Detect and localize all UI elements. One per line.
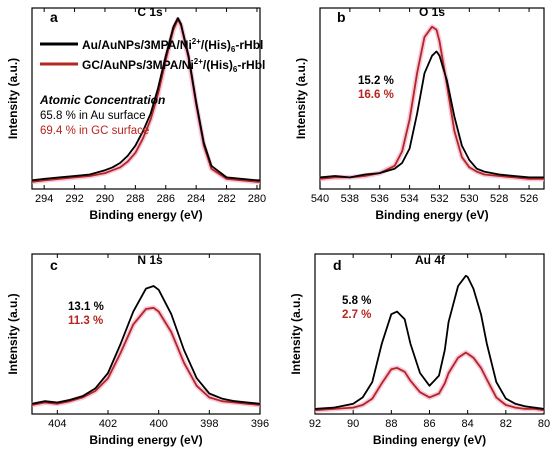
- series-line-au: [31, 17, 260, 182]
- x-tick-label: 292: [65, 193, 83, 205]
- y-axis-label: Intensity (a.u.): [6, 293, 20, 374]
- legend: Au/AuNPs/3MPA/Ni2+/(His)6-rHbl GC/AuNPs/…: [40, 37, 265, 74]
- plot-frame: [31, 253, 261, 415]
- annotation-heading: Atomic Concentration: [39, 93, 165, 107]
- x-tick-label: 282: [217, 193, 235, 205]
- y-axis-label: Intensity (a.u.): [294, 58, 308, 139]
- x-tick-label: 534: [400, 193, 418, 205]
- plot-frame: [314, 253, 545, 415]
- panel-b: b O 1s 540 538 536 534 532 530 528 526 Binding ene…: [294, 5, 545, 222]
- panel-letter: c: [50, 257, 58, 273]
- percent-label-au: 15.2 %: [358, 75, 394, 87]
- panel-c: c N 1s 404 402 400 398 396 Binding energy (eV) I…: [6, 253, 269, 447]
- percent-label-gc: 16.6 %: [358, 89, 394, 101]
- annotation-au: 65.8 % in Au surface: [40, 110, 145, 122]
- panel-a: a C 1s 294 292 290 288 286 284 282 280 Binding ene…: [6, 5, 266, 222]
- legend-label-au: Au/AuNPs/3MPA/Ni2+/(His)6-rHbl: [82, 37, 263, 54]
- series-line-au: [31, 285, 261, 405]
- panel-title: O 1s: [419, 5, 445, 19]
- percent-label-gc: 2.7 %: [342, 309, 371, 321]
- series-glow-gc: [31, 305, 261, 408]
- x-tick-label: 280: [248, 193, 266, 205]
- y-axis-label: Intensity (a.u.): [289, 293, 303, 374]
- panel-letter: b: [337, 9, 346, 25]
- series-glow-gc: [319, 24, 544, 182]
- legend-label-gc: GC/AuNPs/3MPA/Ni2+/(His)6-rHbl: [82, 57, 265, 74]
- x-tick-label: 528: [490, 193, 508, 205]
- x-tick-label: 90: [347, 418, 359, 430]
- percent-label-au: 13.1 %: [68, 301, 104, 313]
- x-axis-label: Binding energy (eV): [89, 208, 202, 222]
- x-tick-label: 396: [251, 418, 269, 430]
- percent-label-gc: 11.3 %: [68, 315, 103, 327]
- panel-letter: a: [50, 9, 58, 25]
- annotation-gc: 69.4 % in GC surface: [40, 125, 149, 137]
- x-axis-label: Binding energy (eV): [373, 433, 486, 447]
- panel-d: d Au 4f 92 90 88 86 84 82 80 Binding energy (eV) I…: [289, 253, 550, 447]
- x-axis-label: Binding energy (eV): [89, 433, 202, 447]
- series-line-gc: [314, 351, 545, 412]
- x-tick-label: 526: [520, 193, 538, 205]
- panel-letter: d: [333, 257, 342, 273]
- x-tick-label: 530: [460, 193, 478, 205]
- plot-frame: [319, 7, 545, 190]
- x-tick-label: 400: [149, 418, 167, 430]
- panel-title: C 1s: [137, 5, 163, 19]
- x-tick-label: 402: [99, 418, 117, 430]
- x-tick-label: 92: [309, 418, 321, 430]
- panel-title: N 1s: [137, 253, 163, 267]
- x-tick-label: 532: [430, 193, 448, 205]
- series-line-au: [319, 50, 544, 179]
- atomic-concentration-note: Atomic Concentration 65.8 % in Au surfac…: [39, 93, 165, 137]
- x-tick-label: 538: [341, 193, 359, 205]
- x-tick-label: 82: [500, 418, 512, 430]
- panel-title: Au 4f: [415, 253, 446, 267]
- series-line-gc: [31, 18, 260, 183]
- series-line-gc: [319, 25, 544, 180]
- x-tick-label: 288: [126, 193, 144, 205]
- x-tick-label: 404: [48, 418, 66, 430]
- panels: a C 1s 294 292 290 288 286 284 282 280 Binding ene…: [6, 5, 550, 447]
- x-tick-label: 536: [371, 193, 389, 205]
- percent-label-au: 5.8 %: [342, 295, 371, 307]
- x-axis-label: Binding energy (eV): [375, 208, 488, 222]
- x-tick-label: 294: [35, 193, 53, 205]
- x-tick-label: 398: [200, 418, 218, 430]
- x-tick-label: 286: [157, 193, 175, 205]
- x-tick-label: 540: [311, 193, 329, 205]
- x-tick-label: 80: [538, 418, 550, 430]
- series-line-au: [314, 274, 545, 410]
- x-tick-label: 290: [96, 193, 114, 205]
- plot-frame: [31, 7, 261, 190]
- x-tick-label: 88: [385, 418, 397, 430]
- x-tick-label: 84: [462, 418, 474, 430]
- series-line-gc: [31, 306, 261, 406]
- x-tick-label: 86: [423, 418, 435, 430]
- x-tick-label: 284: [187, 193, 205, 205]
- y-axis-label: Intensity (a.u.): [6, 58, 20, 139]
